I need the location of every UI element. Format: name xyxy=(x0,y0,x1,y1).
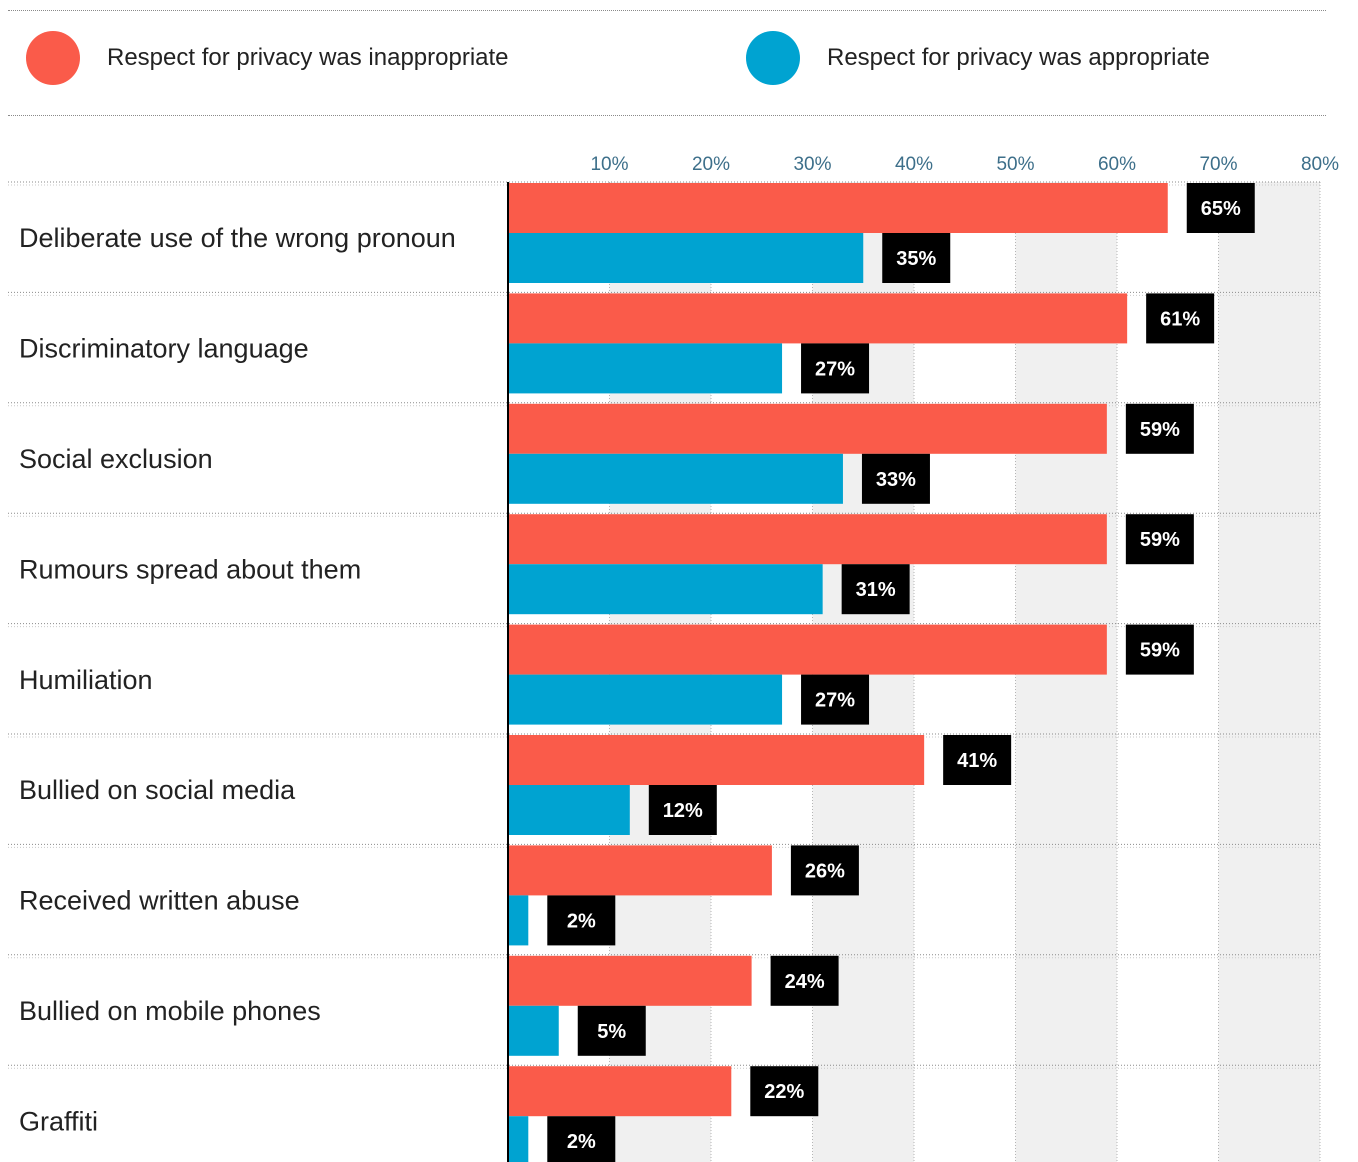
bar-inappropriate xyxy=(508,183,1168,233)
category-label: Rumours spread about them xyxy=(19,554,361,584)
legend-item-inappropriate: Respect for privacy was inappropriate xyxy=(26,30,509,86)
bar-inappropriate xyxy=(508,735,925,785)
x-tick-label: 50% xyxy=(996,154,1034,175)
value-label-box xyxy=(770,955,839,1006)
bar-inappropriate xyxy=(508,845,772,896)
value-label-box xyxy=(750,1066,819,1117)
bar-appropriate xyxy=(508,674,783,725)
bar-appropriate xyxy=(508,343,783,394)
x-tick-label: 80% xyxy=(1301,154,1339,175)
x-tick-label: 30% xyxy=(793,154,831,175)
legend-label-appropriate: Respect for privacy was appropriate xyxy=(827,44,1210,71)
value-label: 59% xyxy=(1140,529,1180,551)
category-label: Bullied on social media xyxy=(19,775,296,805)
value-label-box xyxy=(841,564,910,615)
value-label-box xyxy=(577,1005,646,1056)
bar-appropriate xyxy=(508,233,864,283)
grid-band xyxy=(1218,182,1320,1162)
value-label-box xyxy=(943,735,1012,785)
value-label: 59% xyxy=(1140,640,1180,662)
legend-label-inappropriate: Respect for privacy was inappropriate xyxy=(107,44,509,71)
bar-appropriate xyxy=(508,1005,559,1056)
value-label: 27% xyxy=(815,358,855,380)
legend-swatch-inappropriate xyxy=(26,31,80,85)
value-label-box xyxy=(547,1116,616,1162)
category-label: Graffiti xyxy=(19,1106,98,1136)
bar-inappropriate xyxy=(508,955,752,1006)
category-label: Discriminatory language xyxy=(19,334,309,364)
bar-appropriate xyxy=(508,1116,529,1162)
bar-appropriate xyxy=(508,785,630,835)
value-label-box xyxy=(1186,183,1255,233)
bar-appropriate xyxy=(508,895,529,946)
category-label: Humiliation xyxy=(19,665,153,695)
x-tick-label: 60% xyxy=(1098,154,1136,175)
x-tick-label: 70% xyxy=(1199,154,1237,175)
value-label-box xyxy=(790,845,859,896)
value-label-box xyxy=(1146,293,1215,344)
bar-inappropriate xyxy=(508,403,1107,454)
value-label-box xyxy=(882,233,951,283)
value-label: 2% xyxy=(567,910,596,932)
value-label-box xyxy=(801,674,870,725)
value-label-box xyxy=(1125,403,1194,454)
value-label-box xyxy=(861,453,930,504)
category-label: Bullied on mobile phones xyxy=(19,996,321,1026)
bar-inappropriate xyxy=(508,624,1107,675)
bar-appropriate xyxy=(508,453,843,504)
legend-top-divider xyxy=(8,10,1326,11)
value-label: 61% xyxy=(1160,308,1200,330)
value-label-box xyxy=(801,343,870,394)
legend-bottom-divider xyxy=(8,115,1326,116)
value-label-box xyxy=(1125,624,1194,675)
bar-inappropriate xyxy=(508,1066,732,1117)
category-label: Received written abuse xyxy=(19,886,300,916)
category-label: Social exclusion xyxy=(19,444,213,474)
bar-inappropriate xyxy=(508,514,1107,565)
value-label: 41% xyxy=(957,750,997,772)
legend-item-appropriate: Respect for privacy was appropriate xyxy=(746,30,1210,86)
value-label: 2% xyxy=(567,1131,596,1153)
value-label: 5% xyxy=(597,1021,626,1043)
value-label: 26% xyxy=(805,860,845,882)
value-label: 65% xyxy=(1201,198,1241,220)
x-tick-label: 40% xyxy=(895,154,933,175)
bar-inappropriate xyxy=(508,293,1128,344)
bar-appropriate xyxy=(508,564,823,615)
value-label: 22% xyxy=(764,1081,804,1103)
value-label: 12% xyxy=(663,800,703,822)
value-label-box xyxy=(547,895,616,946)
value-label: 35% xyxy=(896,248,936,270)
value-label: 59% xyxy=(1140,419,1180,441)
value-label: 33% xyxy=(876,469,916,491)
value-label-box xyxy=(1125,514,1194,565)
value-label: 27% xyxy=(815,690,855,712)
legend-swatch-appropriate xyxy=(746,31,800,85)
x-tick-label: 10% xyxy=(590,154,628,175)
value-label: 24% xyxy=(785,971,825,993)
x-tick-label: 20% xyxy=(692,154,730,175)
category-label: Deliberate use of the wrong pronoun xyxy=(19,223,456,253)
value-label: 31% xyxy=(856,579,896,601)
value-label-box xyxy=(648,785,717,835)
